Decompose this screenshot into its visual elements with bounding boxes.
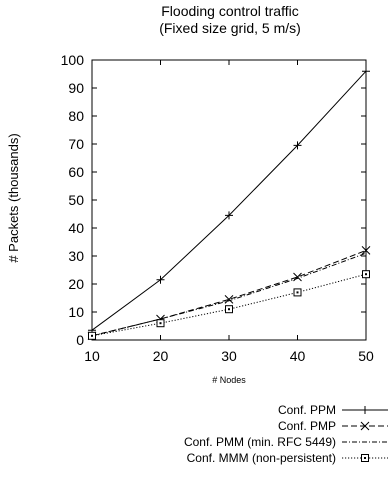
- legend-marker-4-center: [364, 457, 366, 459]
- x-tick-label: 50: [358, 348, 374, 364]
- y-tick-label: 20: [68, 276, 84, 292]
- data-point-series-4-center: [296, 291, 299, 294]
- data-point-series-4-center: [159, 322, 162, 325]
- data-point-series-4-center: [365, 273, 367, 276]
- chart-subtitle: (Fixed size grid, 5 m/s): [159, 20, 301, 36]
- data-point-series-1: [293, 141, 302, 150]
- legend-label-4: Conf. MMM (non-persistent): [187, 451, 336, 465]
- series-line-1: [91, 70, 367, 331]
- series-line-2: [91, 249, 367, 337]
- x-tick-label: 10: [84, 348, 100, 364]
- y-tick-label: 40: [68, 220, 84, 236]
- y-tick-label: 80: [68, 108, 84, 124]
- data-point-series-1: [362, 67, 370, 76]
- y-tick-label: 0: [76, 332, 84, 348]
- legend-label-3: Conf. PMM (min. RFC 5449): [184, 435, 336, 449]
- data-point-series-4-center: [91, 334, 93, 337]
- plot-frame: [91, 59, 367, 341]
- x-axis-label: # Nodes: [212, 375, 246, 385]
- y-tick-label: 70: [68, 136, 84, 152]
- x-tick-label: 40: [290, 348, 306, 364]
- y-axis-label: # Packets (thousands): [6, 133, 21, 262]
- legend-label-1: Conf. PPM: [278, 403, 336, 417]
- y-tick-label: 50: [68, 192, 84, 208]
- data-point-series-1: [225, 211, 233, 220]
- x-tick-label: 30: [221, 348, 237, 364]
- data-point-series-2: [361, 246, 371, 255]
- legend-label-2: Conf. PMP: [278, 419, 336, 433]
- legend-marker-2: [360, 421, 370, 431]
- chart-title: Flooding control traffic: [161, 3, 298, 19]
- legend: Conf. PPM Conf. PMP Conf. PMM (min. RFC 54…: [184, 403, 388, 465]
- y-tick-label: 100: [61, 52, 85, 68]
- y-tick-label: 60: [68, 164, 84, 180]
- series-line-3: [91, 252, 367, 337]
- y-tick-label: 30: [68, 248, 84, 264]
- y-tick-label: 90: [68, 80, 84, 96]
- data-point-series-1: [156, 275, 165, 284]
- y-tick-label: 10: [68, 304, 84, 320]
- data-point-series-4-center: [228, 308, 230, 311]
- series-line-4: [91, 273, 367, 337]
- legend-marker-1: [361, 406, 369, 414]
- data-point-series-2: [224, 295, 234, 304]
- x-tick-label: 20: [153, 348, 169, 364]
